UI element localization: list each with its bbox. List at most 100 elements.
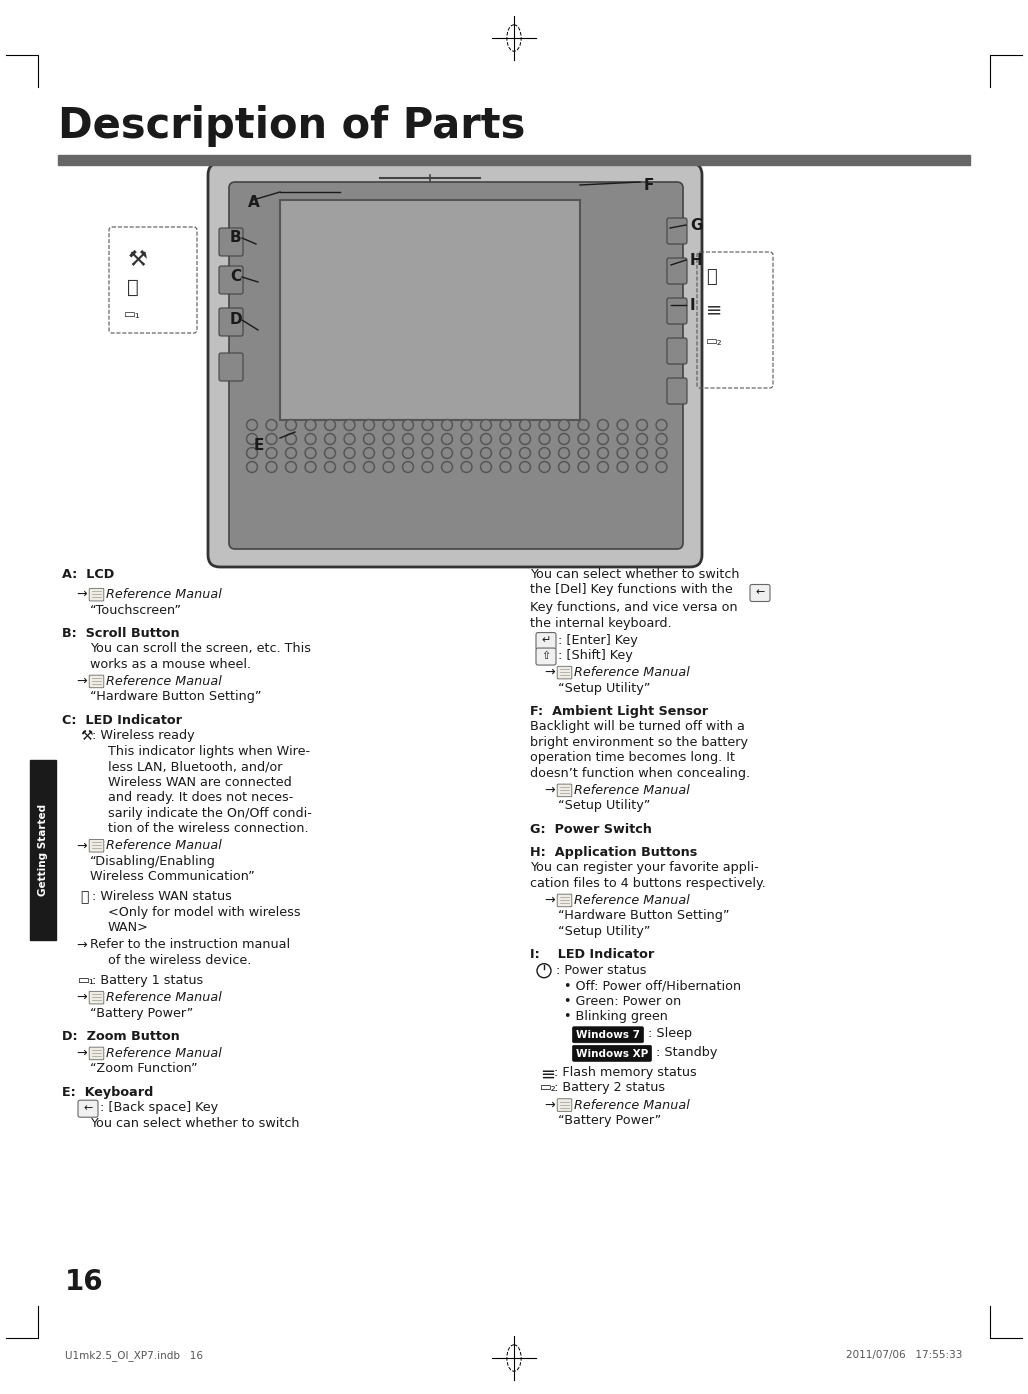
Text: 16: 16	[65, 1269, 104, 1296]
Circle shape	[541, 463, 549, 471]
Circle shape	[364, 434, 374, 445]
Circle shape	[521, 449, 529, 457]
Circle shape	[267, 435, 276, 443]
Circle shape	[365, 463, 373, 471]
Circle shape	[344, 420, 355, 431]
Text: I: I	[690, 298, 696, 314]
Text: ⍙: ⍙	[127, 277, 139, 297]
Text: Getting Started: Getting Started	[38, 804, 48, 896]
Circle shape	[306, 449, 315, 457]
Text: You can select whether to switch: You can select whether to switch	[90, 1117, 299, 1129]
Circle shape	[345, 421, 354, 429]
FancyBboxPatch shape	[667, 258, 687, 284]
Circle shape	[383, 447, 394, 459]
Text: : Battery 2 status: : Battery 2 status	[554, 1082, 665, 1094]
FancyBboxPatch shape	[229, 183, 683, 549]
Circle shape	[597, 434, 609, 445]
Circle shape	[558, 461, 570, 473]
Circle shape	[500, 420, 511, 431]
Circle shape	[441, 461, 452, 473]
Text: “Touchscreen”: “Touchscreen”	[90, 604, 182, 616]
FancyBboxPatch shape	[573, 1027, 644, 1043]
Text: G: G	[690, 217, 702, 233]
Text: Windows 7: Windows 7	[576, 1030, 640, 1040]
Text: Reference Manual: Reference Manual	[574, 894, 690, 907]
Circle shape	[248, 449, 256, 457]
Circle shape	[247, 434, 257, 445]
Circle shape	[325, 447, 335, 459]
FancyBboxPatch shape	[219, 308, 243, 336]
Text: : Standby: : Standby	[656, 1046, 718, 1059]
Circle shape	[423, 420, 433, 431]
Circle shape	[345, 435, 354, 443]
Circle shape	[500, 434, 511, 445]
Text: Reference Manual: Reference Manual	[106, 675, 222, 689]
Text: ⇧: ⇧	[541, 651, 550, 661]
Text: →: →	[76, 991, 86, 1004]
Text: <Only for model with wireless: <Only for model with wireless	[108, 906, 300, 919]
Text: I:    LED Indicator: I: LED Indicator	[530, 948, 654, 962]
Circle shape	[326, 449, 334, 457]
FancyBboxPatch shape	[557, 666, 572, 679]
Circle shape	[599, 449, 607, 457]
Circle shape	[599, 435, 607, 443]
Circle shape	[403, 434, 413, 445]
Text: Reference Manual: Reference Manual	[106, 588, 222, 601]
Circle shape	[656, 434, 667, 445]
Circle shape	[599, 463, 607, 471]
Circle shape	[325, 434, 335, 445]
Circle shape	[248, 435, 256, 443]
Circle shape	[597, 420, 609, 431]
Circle shape	[403, 461, 413, 473]
Circle shape	[424, 435, 432, 443]
Circle shape	[560, 449, 568, 457]
Circle shape	[286, 420, 296, 431]
Circle shape	[287, 463, 295, 471]
Circle shape	[461, 447, 472, 459]
Text: “Battery Power”: “Battery Power”	[90, 1006, 193, 1019]
FancyBboxPatch shape	[219, 266, 243, 294]
Circle shape	[578, 434, 589, 445]
Circle shape	[344, 434, 355, 445]
Text: : [Shift] Key: : [Shift] Key	[558, 650, 633, 662]
Text: Wireless Communication”: Wireless Communication”	[90, 870, 255, 884]
Text: : [Enter] Key: : [Enter] Key	[558, 633, 637, 647]
Circle shape	[287, 421, 295, 429]
Circle shape	[656, 461, 667, 473]
Circle shape	[305, 447, 316, 459]
Circle shape	[597, 447, 609, 459]
Circle shape	[461, 420, 472, 431]
Circle shape	[287, 449, 295, 457]
Circle shape	[500, 461, 511, 473]
Text: F: F	[644, 178, 655, 192]
Bar	[30, 760, 56, 940]
Circle shape	[461, 434, 472, 445]
Circle shape	[617, 420, 628, 431]
Circle shape	[658, 449, 665, 457]
Text: →: →	[76, 839, 86, 852]
Text: H: H	[690, 252, 703, 268]
Circle shape	[344, 461, 355, 473]
Circle shape	[248, 421, 256, 429]
Circle shape	[541, 435, 549, 443]
Circle shape	[558, 447, 570, 459]
Circle shape	[248, 463, 256, 471]
Circle shape	[558, 420, 570, 431]
Circle shape	[286, 434, 296, 445]
Circle shape	[326, 421, 334, 429]
Circle shape	[424, 449, 432, 457]
Circle shape	[266, 434, 277, 445]
Text: C:  LED Indicator: C: LED Indicator	[62, 714, 182, 726]
Text: ≡: ≡	[540, 1066, 555, 1085]
Circle shape	[404, 449, 412, 457]
Circle shape	[580, 435, 587, 443]
Text: cation files to 4 buttons respectively.: cation files to 4 buttons respectively.	[530, 877, 766, 889]
Circle shape	[441, 420, 452, 431]
FancyBboxPatch shape	[89, 1047, 104, 1059]
Text: sarily indicate the On/Off condi-: sarily indicate the On/Off condi-	[108, 807, 311, 820]
FancyBboxPatch shape	[208, 163, 702, 567]
Circle shape	[580, 449, 587, 457]
Circle shape	[404, 421, 412, 429]
Circle shape	[480, 434, 491, 445]
Circle shape	[306, 463, 315, 471]
